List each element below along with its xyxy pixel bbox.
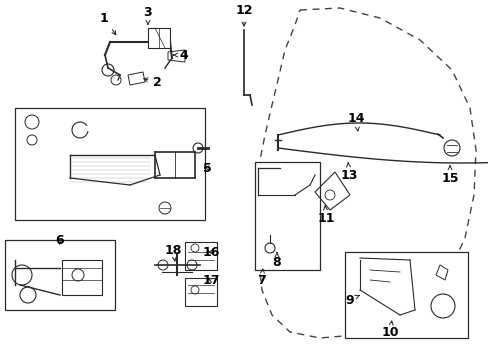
Text: 8: 8 — [272, 253, 281, 269]
Text: 3: 3 — [143, 5, 152, 24]
Text: 16: 16 — [202, 246, 220, 258]
Bar — [15, 108, 204, 220]
Text: 6: 6 — [55, 234, 63, 247]
Text: 10: 10 — [381, 321, 398, 338]
Text: 12: 12 — [235, 4, 252, 26]
Text: 11: 11 — [317, 206, 334, 225]
Text: 14: 14 — [347, 112, 364, 131]
Bar — [148, 28, 170, 48]
Bar — [184, 278, 217, 306]
Text: 1: 1 — [100, 12, 116, 35]
Bar — [62, 260, 102, 295]
Text: 15: 15 — [440, 166, 458, 185]
Text: 9: 9 — [345, 293, 359, 306]
Text: 13: 13 — [340, 163, 357, 181]
Text: 18: 18 — [164, 243, 182, 261]
Text: 7: 7 — [257, 269, 265, 287]
Text: 17: 17 — [202, 274, 220, 287]
Bar — [345, 252, 467, 338]
Text: 5: 5 — [203, 162, 212, 175]
Bar — [184, 242, 217, 270]
Bar — [254, 162, 319, 270]
Text: 4: 4 — [173, 49, 187, 62]
Text: 2: 2 — [143, 76, 162, 89]
Bar — [5, 240, 115, 310]
